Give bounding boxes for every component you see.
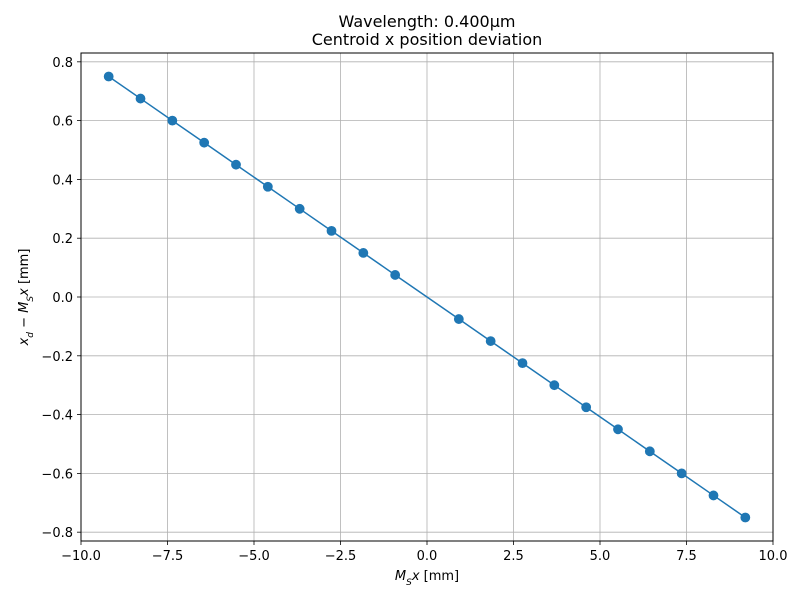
data-point [167, 115, 178, 126]
data-point [676, 468, 687, 479]
data-point [517, 358, 528, 369]
data-point [294, 203, 305, 214]
y-tick-label: 0.8 [52, 56, 73, 71]
data-point [708, 490, 719, 501]
data-point [644, 446, 655, 457]
y-tick-label: −0.2 [41, 350, 73, 365]
series-line-0 [108, 75, 746, 519]
x-tick-label: −10.0 [61, 549, 101, 564]
y-tick-label: −0.8 [41, 526, 73, 541]
x-tick-label: 10.0 [759, 549, 788, 564]
data-point [581, 402, 592, 413]
data-point [485, 336, 496, 346]
x-tick-label: 5.0 [590, 549, 611, 564]
data-point [135, 93, 146, 104]
data-point [613, 424, 623, 435]
data-point [326, 225, 337, 236]
series-line-group [103, 71, 751, 523]
y-tick-label: 0.6 [52, 115, 73, 130]
y-axis-label: xd − MSx [mm] [17, 249, 36, 347]
data-point [199, 137, 210, 148]
data-point [390, 270, 401, 280]
x-tick-label: −7.5 [152, 549, 184, 564]
x-tick-label: −2.5 [325, 549, 357, 564]
y-tick-label: 0.2 [52, 232, 73, 247]
chart-subtitle: Centroid x position deviation [312, 30, 543, 49]
data-point [358, 248, 369, 258]
x-tick-label: 7.5 [676, 549, 697, 564]
data-point [231, 159, 241, 170]
data-point [453, 314, 464, 324]
data-point [549, 380, 560, 391]
data-point [262, 181, 273, 192]
y-tick-label: −0.6 [41, 467, 73, 482]
y-tick-label: 0.4 [52, 173, 73, 188]
x-tick-label: 2.5 [503, 549, 524, 564]
x-tick-label: 0.0 [417, 549, 438, 564]
chart-title: Wavelength: 0.400µm [339, 12, 516, 31]
data-point [740, 512, 751, 523]
x-axis-label: MSx [mm] [395, 569, 459, 588]
x-tick-label: −5.0 [238, 549, 270, 564]
y-tick-label: −0.4 [41, 409, 73, 424]
axis-ticks: −10.0 −7.5 −5.0 −2.5 0.0 2.5 5.0 7.5 10.0 −0.8 −0.… [41, 56, 787, 564]
y-tick-label: 0.0 [52, 291, 73, 306]
data-point [103, 71, 114, 82]
